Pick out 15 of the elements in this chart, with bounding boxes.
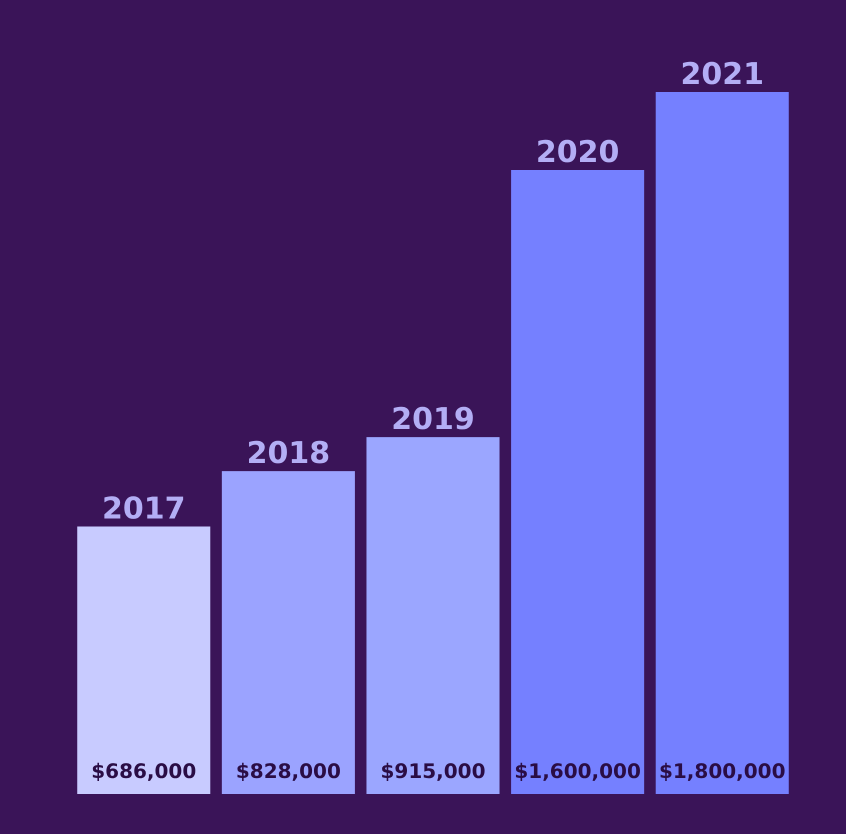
data-label: $915,000: [380, 759, 486, 783]
x-tick-label: 2018: [246, 436, 330, 472]
data-label: $686,000: [91, 759, 196, 783]
data-label: $1,600,000: [514, 759, 641, 783]
bar: [511, 170, 644, 794]
bar: [77, 526, 210, 794]
data-label: $1,800,000: [658, 759, 786, 783]
x-tick-label: 2017: [102, 491, 186, 526]
data-label: $828,000: [236, 759, 341, 783]
bar: [222, 471, 355, 794]
bar: [656, 92, 789, 794]
x-tick-label: 2021: [680, 57, 764, 92]
x-tick-label: 2020: [536, 135, 620, 170]
x-tick-label: 2019: [391, 402, 475, 438]
bar: [366, 437, 500, 794]
